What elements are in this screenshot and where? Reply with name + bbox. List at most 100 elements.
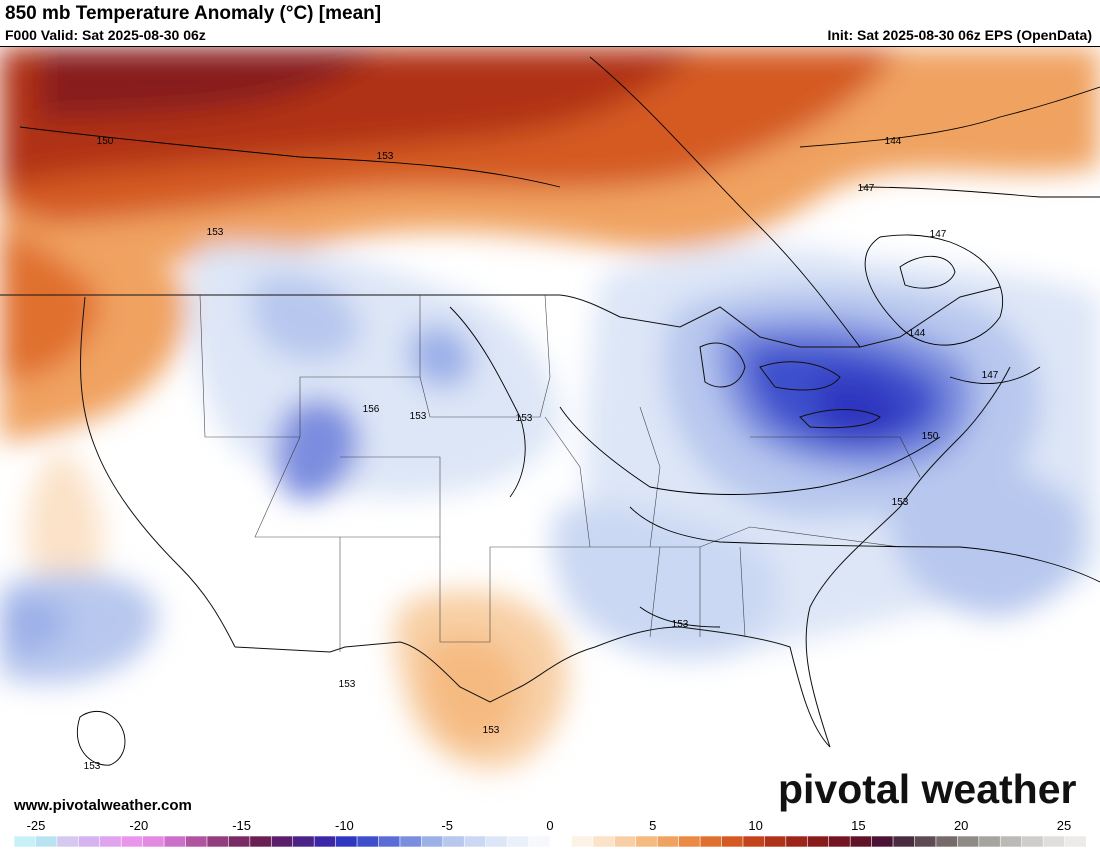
contour-label: 144 xyxy=(885,136,902,147)
colorbar-swatches xyxy=(14,836,1086,847)
contour-line xyxy=(859,186,1100,198)
colorbar-swatch xyxy=(78,836,101,847)
us-canada-border xyxy=(0,286,1001,348)
contour-label: 147 xyxy=(858,183,875,194)
colorbar-swatch xyxy=(1021,836,1044,847)
colorbar-swatch xyxy=(270,836,294,847)
colorbar-swatch xyxy=(678,836,701,847)
contour-label: 153 xyxy=(339,679,356,690)
colorbar-tick-label: 10 xyxy=(748,818,763,833)
colorbar-tick-label: 25 xyxy=(1056,818,1072,833)
contour-line xyxy=(629,506,1100,583)
colorbar-tick-label: -20 xyxy=(129,818,149,833)
colorbar-swatch xyxy=(957,836,980,847)
colorbar-swatch xyxy=(313,836,337,847)
colorbar-swatch xyxy=(742,836,766,847)
colorbar-swatch xyxy=(699,836,723,847)
valid-time: F000 Valid: Sat 2025-08-30 06z xyxy=(5,27,206,43)
contour-line xyxy=(19,126,561,188)
contour-line xyxy=(639,606,721,628)
contour-label: 153 xyxy=(672,619,689,630)
init-time: Init: Sat 2025-08-30 06z EPS (OpenData) xyxy=(827,27,1092,43)
colorbar-tick-label: 0 xyxy=(546,818,554,833)
lake-erie xyxy=(799,409,881,429)
contour-label: 144 xyxy=(909,328,926,339)
contour-line xyxy=(799,86,1100,148)
colorbar-tick-label: 20 xyxy=(953,818,969,833)
colorbar-swatch xyxy=(635,836,659,847)
colorbar-swatch xyxy=(120,836,144,847)
colorbar-swatch xyxy=(14,836,37,847)
state-lines xyxy=(199,294,921,652)
colorbar-tick-label: -5 xyxy=(441,818,453,833)
colorbar-swatch xyxy=(142,836,165,847)
colorbar-swatch xyxy=(785,836,809,847)
contour-label: 150 xyxy=(922,431,939,442)
colorbar-swatch xyxy=(399,836,423,847)
contour-label: 153 xyxy=(207,227,224,238)
colorbar-swatch xyxy=(528,836,551,847)
colorbar-swatch xyxy=(506,836,530,847)
contour-label: 153 xyxy=(84,761,101,772)
colorbar-swatch xyxy=(228,836,251,847)
colorbar-swatch xyxy=(978,836,1002,847)
colorbar-swatch xyxy=(871,836,894,847)
colorbar-swatch xyxy=(656,836,680,847)
gulf-coast xyxy=(594,626,831,748)
colorbar-tick-label: 5 xyxy=(649,818,657,833)
colorbar xyxy=(14,836,1086,847)
map-title: 850 mb Temperature Anomaly (°C) [mean] xyxy=(5,3,382,24)
colorbar-swatch xyxy=(35,836,58,847)
colorbar-ticks: -25 -20 -15 -10 -5 0 5 10 15 20 25 xyxy=(0,818,1100,834)
colorbar-swatch xyxy=(185,836,208,847)
contour-label: 147 xyxy=(982,370,999,381)
colorbar-swatch xyxy=(485,836,508,847)
contour-labels: 150 153 153 144 147 147 144 147 150 153 156 153 153 1… xyxy=(84,136,999,772)
colorbar-swatch xyxy=(614,836,637,847)
brand-logo: pivotal weather xyxy=(778,766,1077,812)
colorbar-swatch xyxy=(549,836,573,847)
colorbar-swatch xyxy=(163,836,187,847)
contour-label: 150 xyxy=(97,136,114,147)
colorbar-swatch xyxy=(442,836,466,847)
colorbar-swatch xyxy=(571,836,594,847)
colorbar-tick-label: -10 xyxy=(334,818,354,833)
colorbar-swatch xyxy=(764,836,787,847)
colorbar-swatch xyxy=(828,836,851,847)
contour-label: 153 xyxy=(892,497,909,508)
lake-michigan xyxy=(699,342,746,388)
colorbar-swatch xyxy=(914,836,937,847)
map-header: 850 mb Temperature Anomaly (°C) [mean] F… xyxy=(0,0,1100,46)
contour-label: 156 xyxy=(363,404,380,415)
west-coast xyxy=(80,296,236,648)
colorbar-swatch xyxy=(421,836,444,847)
height-contours xyxy=(19,56,1100,766)
contour-line xyxy=(76,710,126,766)
contour-line xyxy=(559,406,941,495)
contour-line xyxy=(864,234,1003,346)
east-coast xyxy=(805,366,1011,748)
map-canvas: 150 153 153 144 147 147 144 147 150 153 156 153 153 1… xyxy=(0,47,1100,817)
boundary-lines xyxy=(0,286,1011,748)
contour-line xyxy=(899,255,956,289)
contour-label: 153 xyxy=(516,413,533,424)
colorbar-swatch xyxy=(1042,836,1066,847)
colorbar-swatch xyxy=(935,836,959,847)
contour-line xyxy=(949,366,1041,385)
colorbar-swatch xyxy=(999,836,1023,847)
colorbar-tick-label: -25 xyxy=(26,818,46,833)
colorbar-swatch xyxy=(335,836,358,847)
colorbar-swatch xyxy=(806,836,830,847)
colorbar-tick-label: 15 xyxy=(851,818,866,833)
colorbar-swatch xyxy=(206,836,230,847)
colorbar-swatch xyxy=(1064,836,1086,847)
contour-label: 147 xyxy=(930,229,947,240)
contour-line xyxy=(589,56,861,348)
website-credit: www.pivotalweather.com xyxy=(14,797,192,814)
colorbar-swatch xyxy=(99,836,123,847)
colorbar-swatch xyxy=(721,836,744,847)
contour-label: 153 xyxy=(483,725,500,736)
us-mexico-border xyxy=(234,641,596,703)
colorbar-swatch xyxy=(56,836,80,847)
contour-line xyxy=(449,306,526,498)
